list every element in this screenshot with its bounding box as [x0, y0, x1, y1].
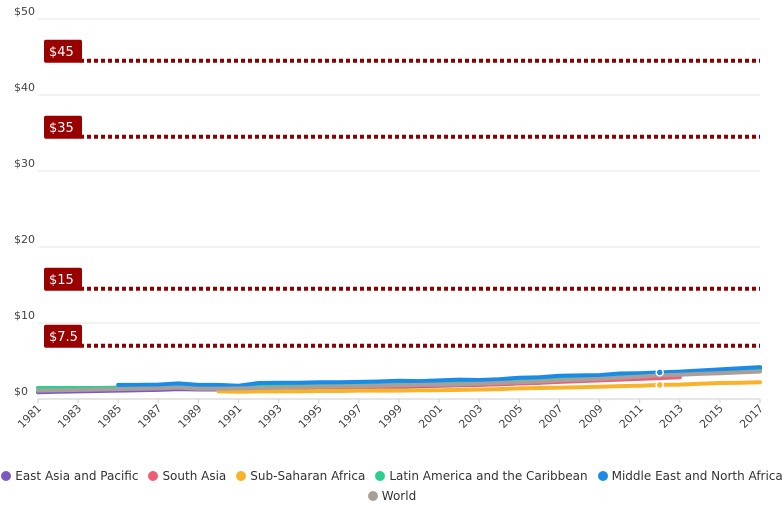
- threshold-label: $45: [49, 45, 74, 60]
- legend-label: East Asia and Pacific: [15, 469, 139, 483]
- legend-swatch: [367, 491, 378, 501]
- threshold-label: $7.5: [49, 330, 78, 345]
- x-tick-label: 1991: [216, 402, 245, 431]
- threshold-badge: [44, 267, 82, 291]
- threshold-badge: [44, 39, 82, 63]
- threshold-badge: [44, 324, 82, 348]
- x-tick-label: 2017: [737, 402, 766, 431]
- legend-row: World: [0, 486, 784, 506]
- hover-marker: [655, 368, 664, 377]
- series-lines: [36, 365, 762, 395]
- x-tick-label: 2005: [496, 402, 525, 431]
- threshold-label: $15: [49, 273, 74, 288]
- series-line: [116, 365, 762, 388]
- markers: [655, 368, 664, 390]
- x-tick-label: 2011: [617, 402, 646, 431]
- x-tick-label: 1989: [176, 402, 205, 431]
- threshold-lines: $45 $35 $15 $7.5: [44, 39, 760, 348]
- legend-item[interactable]: East Asia and Pacific: [1, 469, 138, 483]
- x-tick-label: 2015: [697, 402, 726, 431]
- x-tick-label: 1981: [15, 402, 44, 431]
- legend-label: World: [381, 489, 417, 503]
- legend-swatch: [1, 471, 12, 481]
- legend-item[interactable]: Sub-Saharan Africa: [236, 469, 365, 483]
- legend-item[interactable]: World: [367, 489, 417, 503]
- x-tick-label: 2003: [456, 402, 485, 431]
- legend-label: Sub-Saharan Africa: [250, 469, 366, 483]
- legend-label: Latin America and the Caribbean: [389, 469, 588, 483]
- legend-row: East Asia and Pacific South Asia Sub-Sahar…: [0, 466, 784, 486]
- x-axis: 1981 1983 1985 1987 1989 1991 1993 1995 1997 1999…: [15, 399, 766, 431]
- x-tick-label: 2001: [416, 402, 445, 431]
- legend: East Asia and Pacific South Asia Sub-Sahar…: [0, 466, 784, 506]
- x-tick-label: 1997: [336, 402, 365, 431]
- series-line: [216, 380, 762, 394]
- x-tick-label: 1983: [55, 402, 84, 431]
- y-tick-label: $30: [14, 157, 35, 170]
- y-tick-label: $40: [14, 81, 35, 94]
- threshold-badge: [44, 115, 82, 139]
- legend-swatch: [375, 471, 386, 481]
- legend-item[interactable]: South Asia: [148, 469, 226, 483]
- legend-item[interactable]: Latin America and the Caribbean: [375, 469, 588, 483]
- y-tick-label: $20: [14, 233, 35, 246]
- x-tick-label: 2009: [577, 402, 606, 431]
- legend-item[interactable]: Middle East and North Africa: [597, 469, 783, 483]
- y-tick-label: $0: [14, 385, 28, 398]
- legend-swatch: [236, 471, 247, 481]
- x-tick-label: 1985: [95, 402, 124, 431]
- series-line: [36, 369, 762, 393]
- threshold-label: $35: [49, 121, 74, 136]
- x-tick-label: 1995: [296, 402, 325, 431]
- legend-label: Middle East and North Africa: [611, 469, 783, 483]
- x-tick-label: 2007: [537, 402, 566, 431]
- chart: $0 $10 $20 $30 $40 $50 $45 $35 $15 $7.5 1981 1983…: [14, 5, 766, 431]
- legend-swatch: [148, 471, 159, 481]
- x-tick-label: 1987: [135, 402, 164, 431]
- hover-marker: [655, 380, 664, 390]
- x-tick-label: 1993: [256, 402, 285, 431]
- legend-swatch: [597, 471, 608, 481]
- grid: $0 $10 $20 $30 $40 $50: [14, 5, 760, 400]
- legend-label: South Asia: [162, 469, 227, 483]
- y-tick-label: $50: [14, 5, 35, 18]
- x-tick-label: 2013: [657, 402, 686, 431]
- x-tick-label: 1999: [376, 402, 405, 431]
- y-tick-label: $10: [14, 309, 35, 322]
